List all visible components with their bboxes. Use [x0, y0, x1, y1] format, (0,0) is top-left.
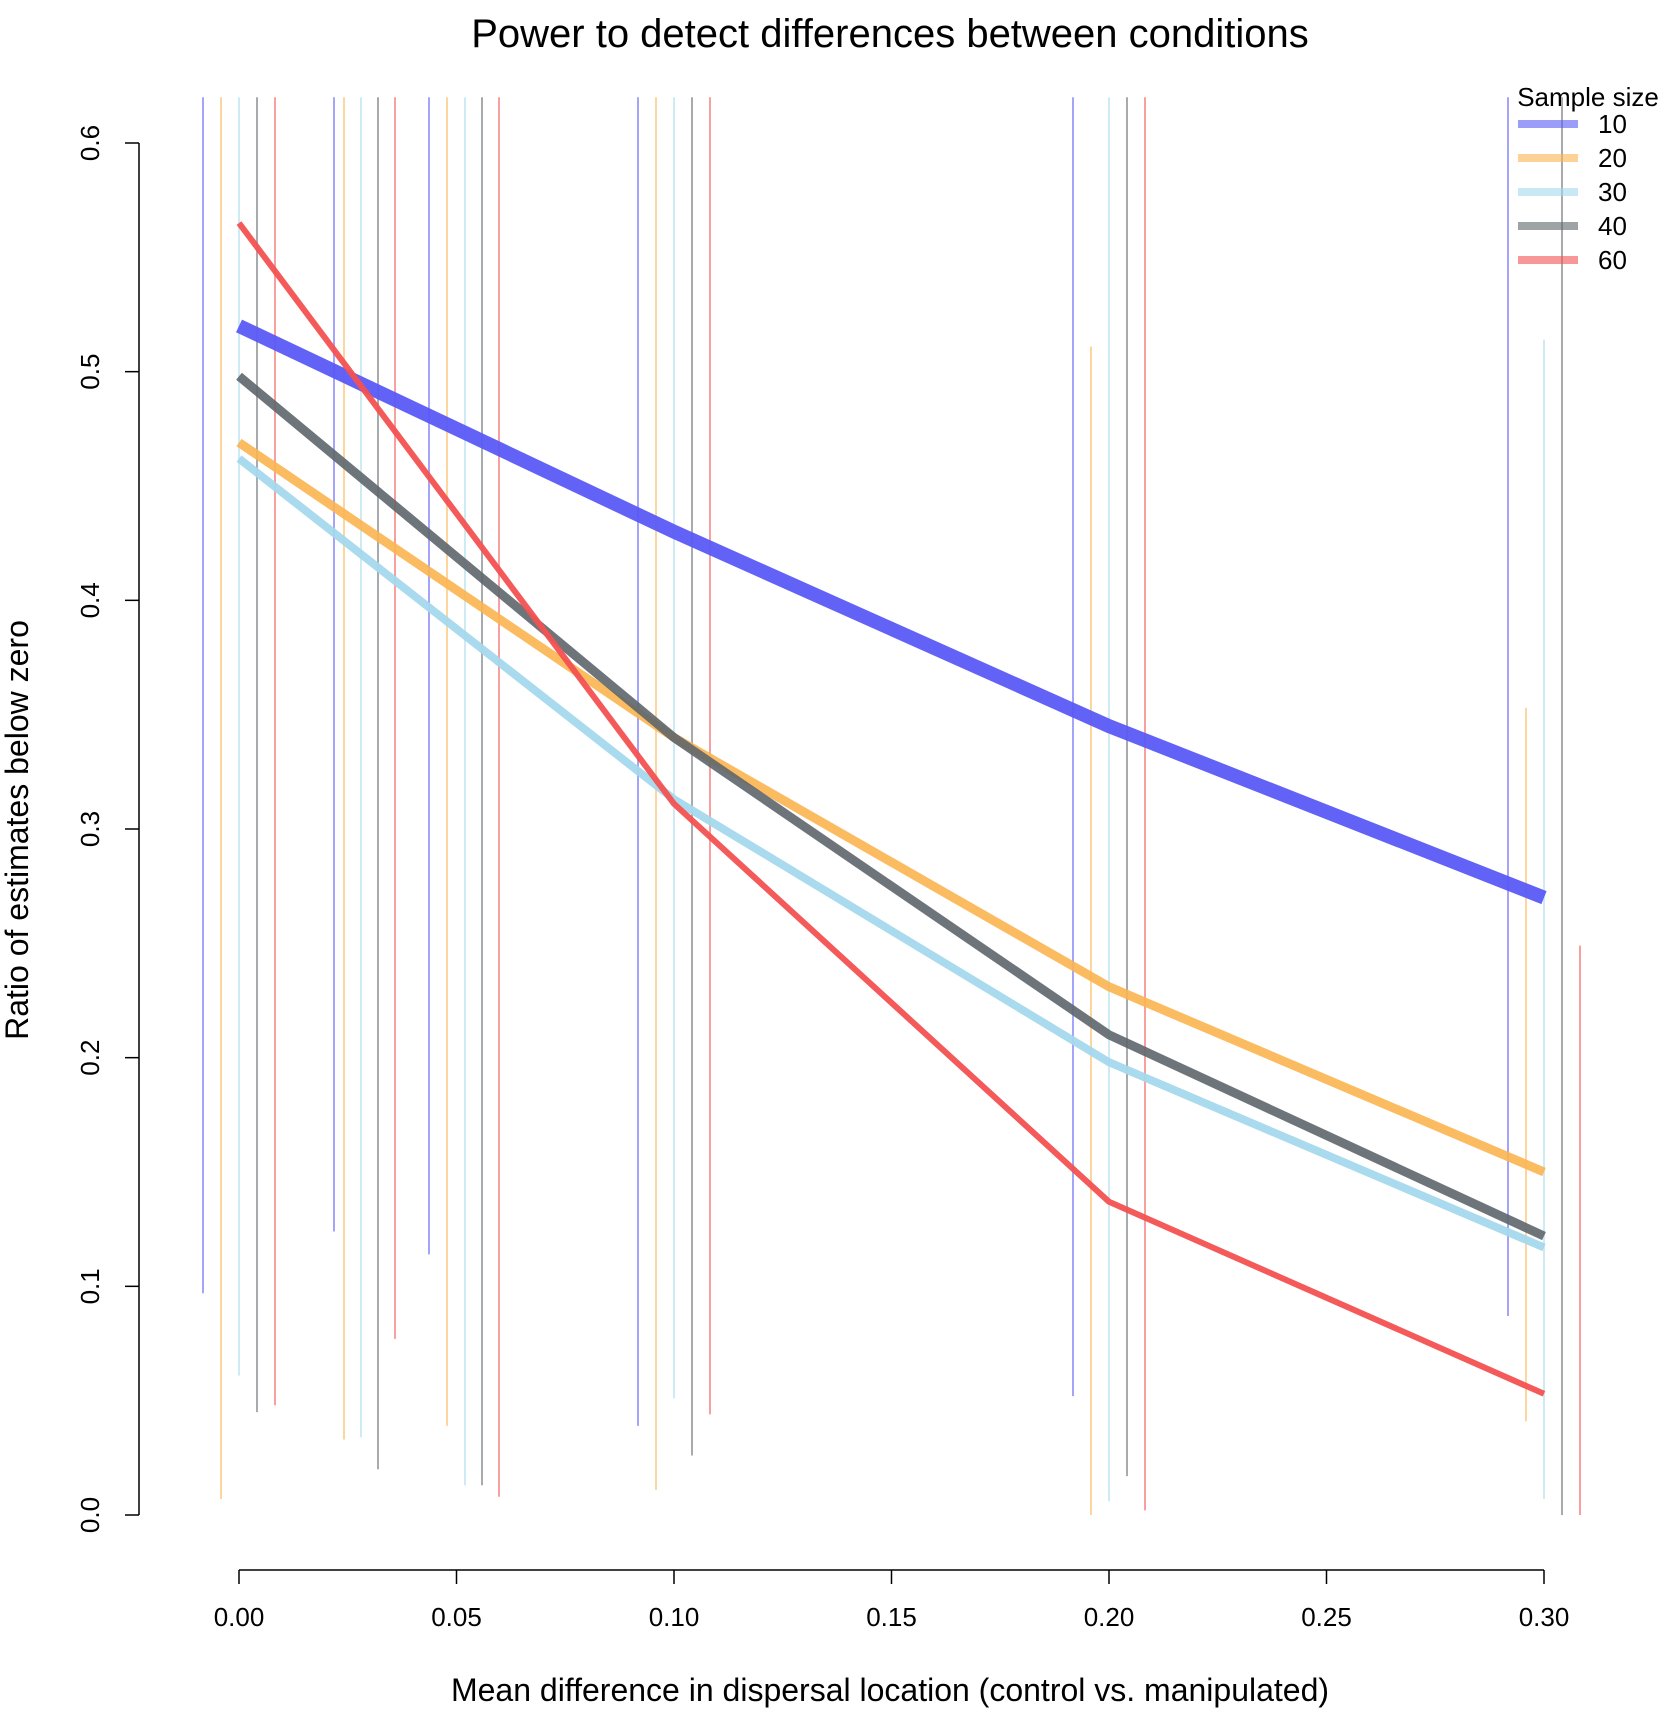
y-tick-label: 0.6: [75, 125, 105, 161]
axes-layer: 0.0 0.1 0.2 0.3 0.4 0.5 0.6 0.00 0.05 0.10 0.15 0.2…: [75, 125, 1569, 1632]
x-tick-label: 0.25: [1301, 1602, 1352, 1632]
x-axis-label: Mean difference in dispersal location (c…: [451, 1672, 1329, 1708]
series-line-10: [236, 319, 1547, 905]
x-tick-label: 0.05: [431, 1602, 482, 1632]
legend-label-60: 60: [1598, 245, 1627, 275]
series-layer: [236, 221, 1547, 1397]
x-tick-label: 0.10: [649, 1602, 700, 1632]
series-line-60: [236, 221, 1546, 1397]
y-axis-label: Ratio of estimates below zero: [0, 620, 35, 1040]
y-tick-label: 0.4: [75, 582, 105, 618]
x-tick-label: 0.20: [1084, 1602, 1135, 1632]
y-tick-label: 0.1: [75, 1268, 105, 1304]
legend-label-30: 30: [1598, 177, 1627, 207]
chart-title: Power to detect differences between cond…: [471, 12, 1309, 56]
x-tick-label: 0.30: [1519, 1602, 1570, 1632]
legend-label-10: 10: [1598, 109, 1627, 139]
legend-label-20: 20: [1598, 143, 1627, 173]
legend-title: Sample size: [1517, 82, 1659, 112]
y-tick-label: 0.5: [75, 354, 105, 390]
y-tick-label: 0.3: [75, 811, 105, 847]
error-bar-layer: [202, 97, 1581, 1515]
x-tick-label: 0.15: [866, 1602, 917, 1632]
series-line-20: [236, 438, 1546, 1177]
x-tick-label: 0.00: [214, 1602, 265, 1632]
y-tick-label: 0.2: [75, 1040, 105, 1076]
legend-label-40: 40: [1598, 211, 1627, 241]
series-line-40: [236, 372, 1546, 1241]
series-line-30: [236, 455, 1546, 1252]
y-tick-label: 0.0: [75, 1497, 105, 1533]
